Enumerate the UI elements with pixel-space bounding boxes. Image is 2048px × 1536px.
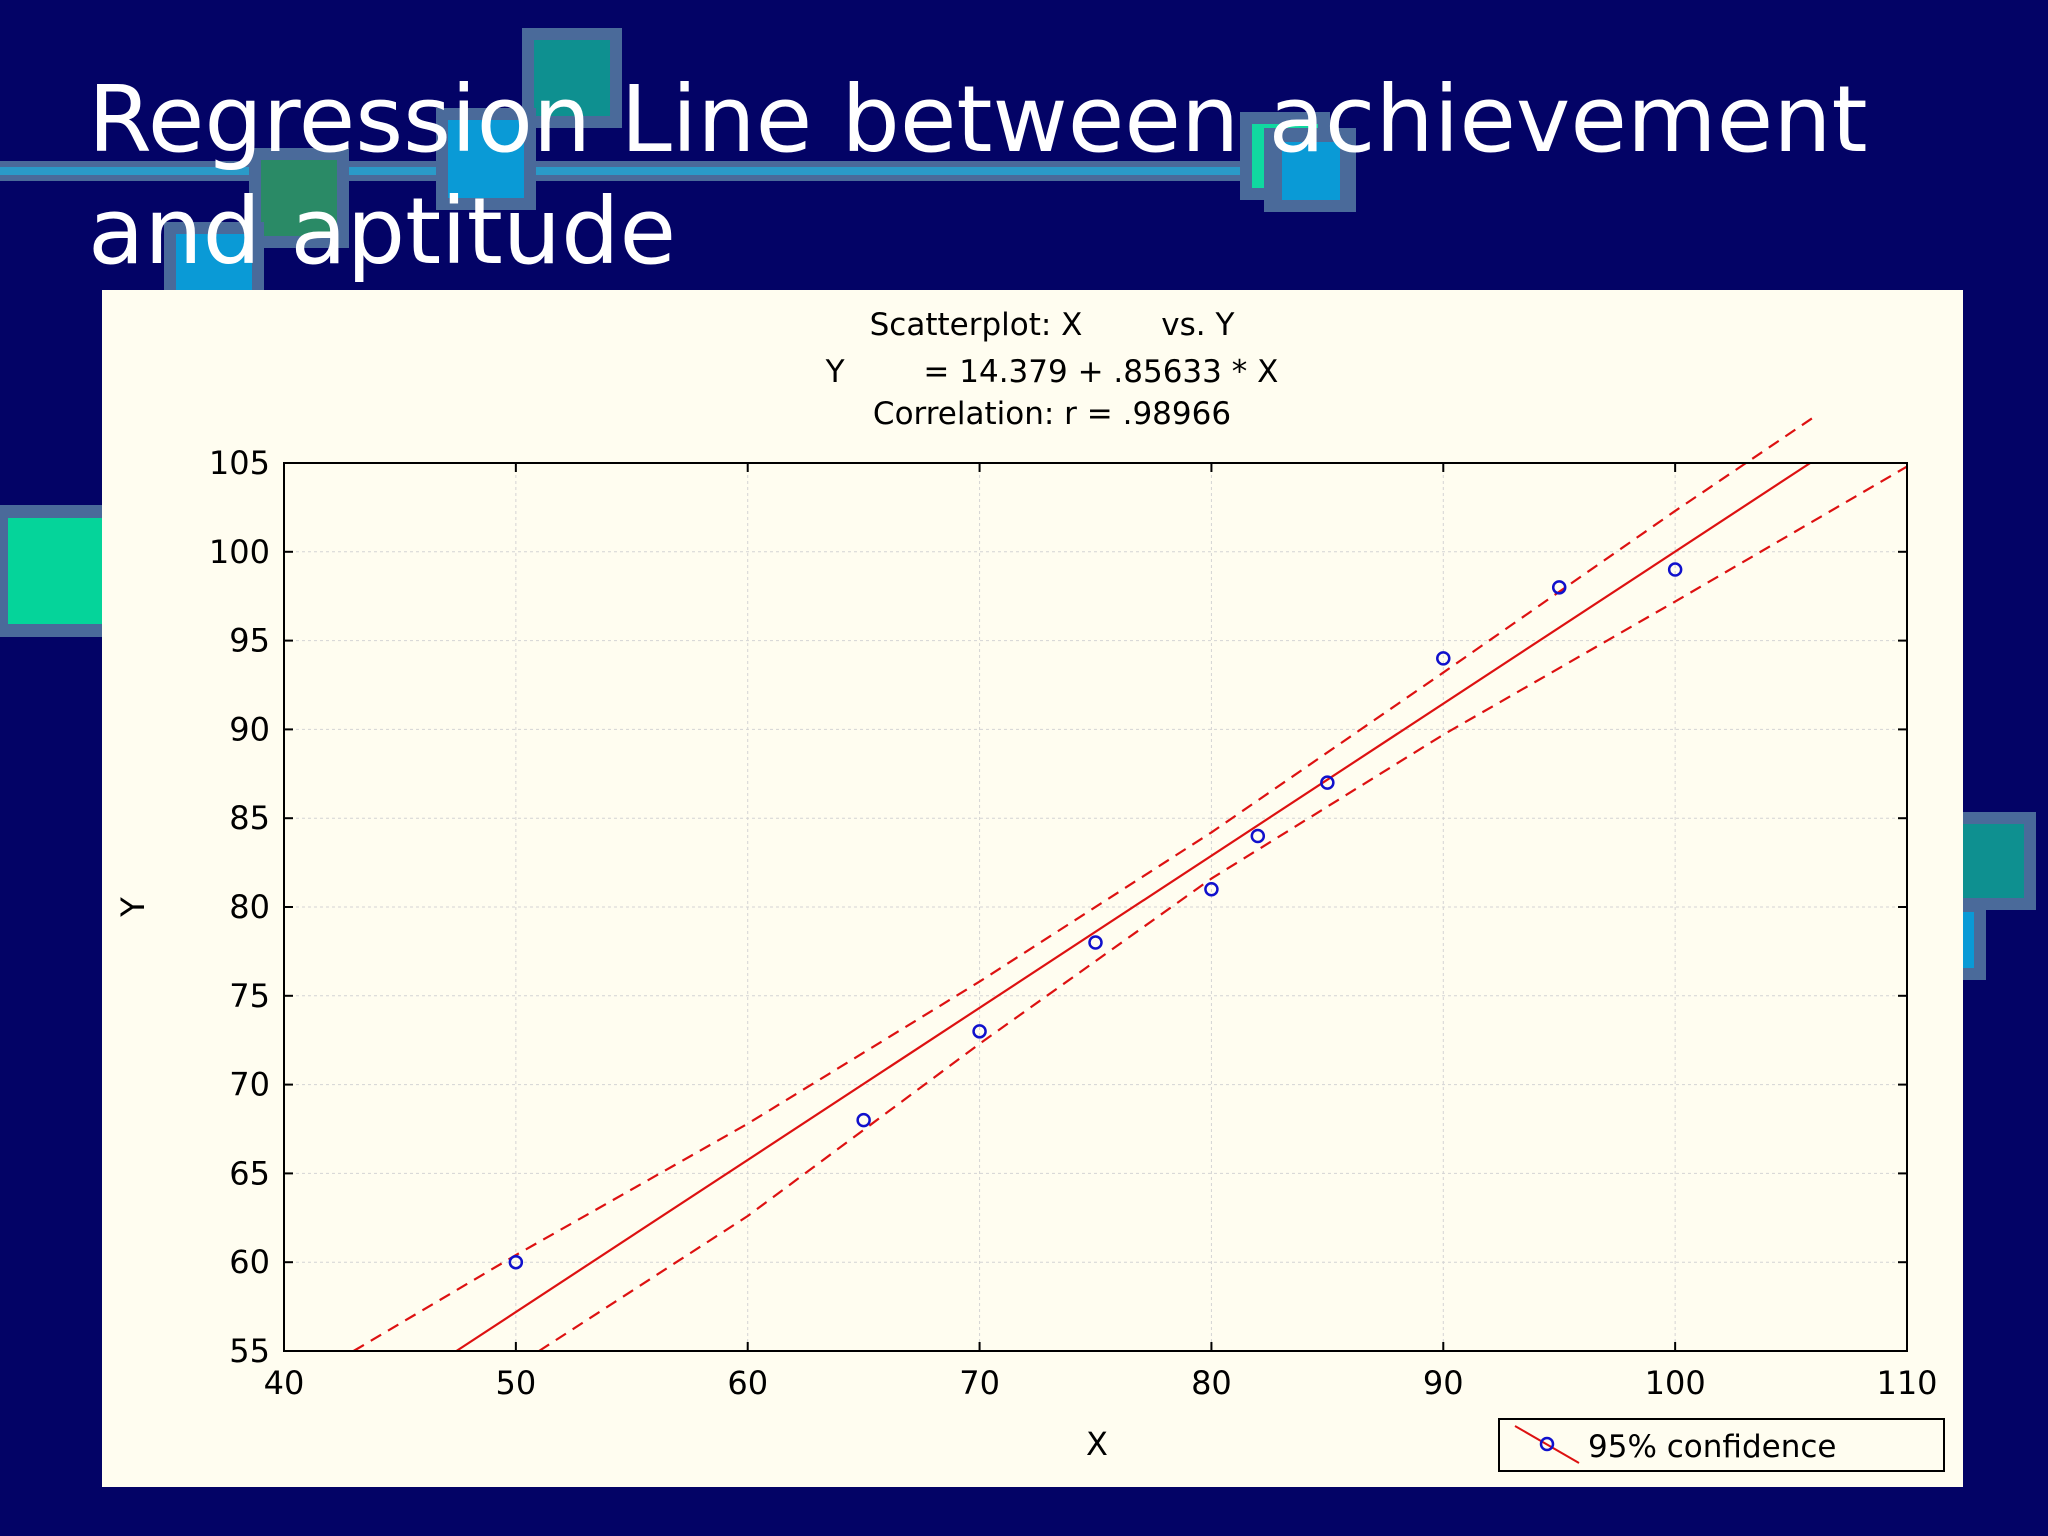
y-tick-label: 60 — [229, 1243, 270, 1281]
scatter-chart: Scatterplot: X vs. Y Y = 14.379 + .85633… — [114, 307, 1945, 1472]
grid — [284, 463, 1907, 1351]
y-tick-label: 105 — [209, 444, 270, 482]
axis-ticks: 40 50 60 70 80 90 100 110 55 60 65 70 75 80 85 90 95 100 1… — [209, 444, 1938, 1402]
chart-title-line-1: Scatterplot: X vs. Y — [870, 307, 1235, 343]
legend-label: 95% confidence — [1588, 1429, 1836, 1465]
regression — [455, 462, 1811, 1352]
y-tick-label: 85 — [229, 799, 270, 837]
legend: 95% confidence — [1498, 1418, 1945, 1472]
x-tick-label: 90 — [1423, 1364, 1464, 1402]
y-axis-label: Y — [114, 897, 152, 918]
y-tick-label: 55 — [229, 1332, 270, 1370]
y-tick-label: 95 — [229, 622, 270, 660]
y-tick-label: 90 — [229, 710, 270, 748]
x-tick-label: 110 — [1876, 1364, 1937, 1402]
decor-square — [176, 234, 252, 292]
decor-square — [261, 160, 337, 236]
confidence-lower-line — [538, 465, 1908, 1352]
data-point — [1667, 562, 1683, 577]
legend-marker-swatch — [1539, 1436, 1555, 1452]
confidence-band — [352, 415, 1908, 1352]
x-tick-label: 60 — [727, 1364, 768, 1402]
data-point — [1204, 881, 1219, 897]
y-tick-label: 80 — [229, 888, 270, 926]
data-point — [1250, 828, 1266, 844]
regression-line — [455, 462, 1811, 1352]
data-point — [856, 1112, 871, 1128]
x-tick-label: 70 — [959, 1364, 1000, 1402]
data-point — [1551, 580, 1567, 595]
x-tick-label: 50 — [495, 1364, 536, 1402]
legend-box — [1498, 1418, 1945, 1472]
x-tick-label: 100 — [1645, 1364, 1706, 1402]
y-tick-label: 65 — [229, 1154, 270, 1192]
x-axis-label: X — [1086, 1425, 1108, 1463]
data-point — [1320, 775, 1335, 790]
decor-square — [1282, 142, 1340, 200]
chart-title-line-3: Correlation: r = .98966 — [873, 396, 1231, 432]
chart-title-line-2: Y = 14.379 + .85633 * X — [825, 354, 1279, 390]
x-tick-label: 40 — [264, 1364, 305, 1402]
data-point — [1436, 651, 1451, 666]
data-point — [972, 1024, 987, 1039]
y-tick-label: 100 — [209, 533, 270, 571]
x-tick-label: 80 — [1191, 1364, 1232, 1402]
decor-square — [534, 40, 610, 116]
data-point — [508, 1254, 524, 1270]
decor-square — [1960, 912, 1974, 968]
confidence-upper-line — [352, 415, 1815, 1352]
data-point — [1088, 935, 1103, 950]
decor-square — [1960, 824, 2024, 898]
decor-bar — [0, 167, 1300, 175]
data-points — [508, 562, 1683, 1270]
chart-panel: Scatterplot: X vs. Y Y = 14.379 + .85633… — [102, 290, 1963, 1487]
decor-square — [448, 120, 524, 198]
y-tick-label: 75 — [229, 977, 270, 1015]
slide-title: Regression Line between achievement and … — [88, 66, 1868, 285]
y-tick-label: 70 — [229, 1066, 270, 1104]
legend-line-swatch — [1514, 1425, 1580, 1464]
decor-square — [8, 518, 104, 624]
